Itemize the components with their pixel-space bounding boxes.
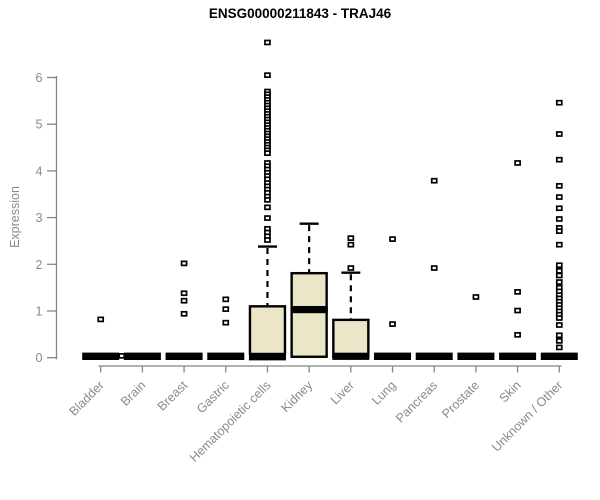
outlier-point	[555, 267, 563, 274]
collapsed-box	[374, 352, 412, 360]
x-category-label: Breast	[155, 378, 191, 414]
y-tick-label: 6	[36, 71, 43, 85]
outlier-point	[264, 215, 271, 221]
median-line	[248, 353, 286, 361]
outlier-point	[264, 72, 271, 79]
box	[248, 305, 287, 356]
median-line	[290, 305, 328, 314]
outlier-point	[514, 289, 521, 295]
x-category-label: Brain	[118, 378, 149, 409]
y-tick-label: 4	[36, 164, 43, 178]
collapsed-box	[540, 352, 578, 360]
x-category-label: Skin	[497, 378, 524, 405]
x-category-label: Prostate	[439, 378, 482, 421]
outlier-point	[264, 39, 271, 46]
outlier-point	[555, 156, 563, 163]
outlier-point	[180, 290, 188, 297]
collapsed-box	[123, 352, 161, 360]
outlier-point	[97, 316, 105, 323]
outlier-point	[264, 237, 271, 243]
outlier-point	[347, 265, 355, 271]
outlier-point	[118, 352, 126, 359]
box	[332, 318, 370, 358]
collapsed-box	[415, 352, 453, 360]
outlier-point	[472, 294, 480, 300]
x-category-label: Unknown / Other	[489, 378, 565, 454]
y-tick-label: 0	[36, 351, 43, 365]
outlier-point	[222, 296, 230, 303]
y-tick-label: 5	[36, 118, 43, 132]
outlier-point	[430, 265, 438, 271]
collapsed-box	[165, 352, 203, 360]
outlier-point	[222, 306, 230, 312]
outlier-point	[389, 236, 396, 242]
outlier-point	[555, 332, 563, 339]
outlier-point	[347, 241, 355, 248]
outlier-point	[430, 177, 438, 184]
box	[290, 271, 328, 358]
outlier-point	[555, 279, 563, 285]
outlier-point	[555, 99, 563, 106]
outlier-point	[389, 321, 396, 327]
outlier-point	[555, 241, 563, 248]
collapsed-box	[457, 352, 495, 360]
outlier-point	[555, 205, 563, 212]
outlier-point	[555, 338, 563, 344]
outlier-point	[555, 194, 563, 200]
outlier-point	[555, 216, 563, 222]
x-category-label: Lung	[369, 378, 399, 408]
y-tick-label: 2	[36, 258, 43, 272]
outlier-point	[555, 228, 563, 234]
outlier-point	[514, 307, 521, 314]
y-tick-label: 1	[36, 305, 43, 319]
x-category-label: Bladder	[66, 378, 106, 418]
chart-title: ENSG00000211843 - TRAJ46	[208, 6, 392, 21]
x-category-label: Liver	[328, 378, 357, 407]
outlier-point	[555, 272, 563, 279]
outlier-point	[555, 182, 563, 189]
x-category-label: Hematopoietic cells	[187, 378, 274, 465]
outlier-point	[180, 310, 188, 317]
collapsed-box	[499, 352, 537, 360]
outlier-point	[555, 131, 563, 137]
outlier-point	[180, 260, 188, 267]
outlier-point	[264, 150, 271, 157]
x-category-label: Kidney	[278, 378, 315, 415]
x-category-label: Pancreas	[393, 378, 440, 425]
outlier-point	[264, 204, 271, 211]
outlier-point	[514, 331, 521, 338]
outlier-point	[514, 160, 521, 166]
x-category-label: Gastric	[194, 378, 232, 416]
median-line	[332, 352, 370, 360]
outlier-point	[264, 197, 271, 203]
y-tick-label: 3	[36, 211, 43, 225]
outlier-point	[180, 297, 188, 304]
outlier-point	[555, 262, 563, 269]
outlier-point	[555, 322, 563, 328]
outlier-point	[555, 315, 563, 321]
outlier-point	[222, 319, 230, 326]
collapsed-box	[82, 352, 120, 360]
collapsed-box	[207, 352, 245, 360]
outlier-point	[347, 235, 355, 241]
outlier-point	[555, 344, 563, 351]
